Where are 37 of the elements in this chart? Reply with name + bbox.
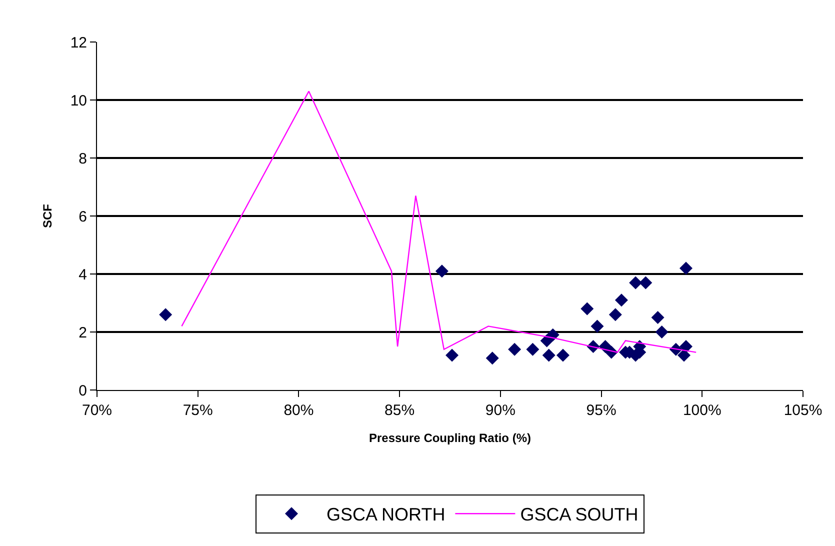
y-tick-label: 12	[70, 34, 87, 52]
point	[680, 262, 693, 275]
point	[655, 326, 668, 338]
x-tick-label: 75%	[182, 402, 213, 419]
point	[526, 342, 540, 356]
point	[651, 311, 664, 324]
point	[639, 276, 652, 290]
point	[159, 308, 172, 322]
y-tick-label: 2	[78, 324, 87, 342]
point	[542, 348, 556, 362]
x-tick-label: 100%	[682, 402, 722, 419]
y-tick-label: 4	[78, 266, 87, 284]
y-tick-label: 10	[70, 92, 87, 110]
point	[614, 294, 628, 307]
x-tick-label: 80%	[284, 402, 314, 419]
point	[590, 320, 604, 333]
point	[677, 348, 690, 362]
point	[556, 348, 570, 362]
point	[508, 342, 522, 356]
point	[446, 348, 459, 362]
y-tick-label: 6	[78, 208, 87, 226]
point	[629, 276, 642, 290]
x-axis-title: Pressure Coupling Ratio (%)	[368, 430, 532, 445]
x-tick-label: 70%	[82, 402, 112, 419]
point	[435, 264, 448, 278]
y-axis-title: SCF	[40, 204, 55, 228]
legend-label: GSCA NORTH	[326, 504, 446, 525]
y-tick-label: 8	[78, 150, 87, 168]
x-tick-label: 90%	[485, 402, 516, 419]
point	[580, 302, 594, 316]
legend-label: GSCA SOUTH	[520, 504, 638, 525]
x-tick-label: 85%	[384, 402, 415, 419]
point	[608, 308, 622, 322]
x-tick-label: 105%	[784, 402, 822, 419]
y-tick-label: 0	[78, 382, 87, 400]
x-tick-label: 95%	[586, 402, 616, 419]
point	[486, 352, 499, 365]
